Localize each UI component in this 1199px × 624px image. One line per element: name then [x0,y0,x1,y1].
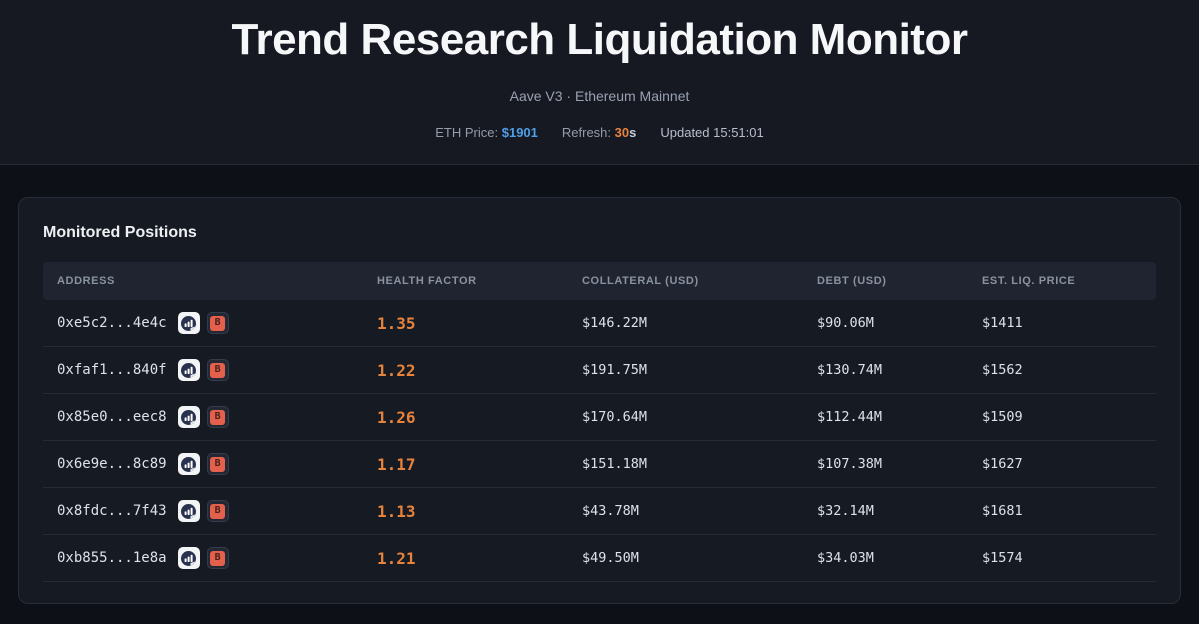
card-title: Monitored Positions [43,224,197,241]
health-factor-value: 1.22 [377,360,416,380]
refresh-unit: s [629,125,637,140]
portfolio-chart-icon [181,456,197,472]
monitored-positions-card: Monitored Positions ADDRESS HEALTH FACTO… [18,197,1181,604]
health-factor-value: 1.35 [377,313,416,333]
explorer-link-button[interactable]: B [206,500,229,522]
b-explorer-icon: B [210,315,226,331]
collateral-value: $170.64M [582,409,648,425]
address-cell: 0x6e9e...8c89 [57,453,377,475]
address-text: 0x85e0...eec8 [57,409,167,425]
address-cell: 0x8fdc...7f43 [57,500,377,522]
portfolio-link-button[interactable] [177,500,200,522]
refresh-label: Refresh: [561,125,612,140]
b-explorer-icon: B [210,409,226,425]
address-text: 0x8fdc...7f43 [57,503,167,519]
table-body: 0xe5c2...4e4c [43,300,1156,582]
table-row: 0x85e0...eec8 [43,394,1156,441]
column-header-debt: DEBT (USD) [817,275,887,287]
column-header-est-liq-price: EST. LIQ. PRICE [982,275,1076,287]
debt-value: $32.14M [817,503,874,519]
page-title: Trend Research Liquidation Monitor [231,15,968,64]
eth-price-status: ETH Price: $1901 [435,125,538,140]
est-liq-price-value: $1574 [982,550,1023,566]
collateral-value: $191.75M [582,362,648,378]
est-liq-price-value: $1681 [982,503,1023,519]
table-row: 0xfaf1...840f [43,347,1156,394]
portfolio-chart-icon [181,409,197,425]
explorer-link-button[interactable]: B [206,406,229,428]
health-factor-value: 1.26 [377,407,416,427]
eth-price-value: $1901 [501,125,538,140]
address-text: 0xb855...1e8a [57,550,167,566]
main-area: Monitored Positions ADDRESS HEALTH FACTO… [0,165,1199,604]
page-header: Trend Research Liquidation Monitor Aave … [0,0,1199,165]
b-explorer-icon: B [210,550,226,566]
portfolio-link-button[interactable] [177,547,200,569]
est-liq-price-value: $1509 [982,409,1023,425]
collateral-value: $151.18M [582,456,648,472]
subtitle: Aave V3 · Ethereum Mainnet [509,88,690,104]
health-factor-value: 1.21 [377,548,416,568]
explorer-link-button[interactable]: B [206,453,229,475]
debt-value: $90.06M [817,315,874,331]
b-explorer-icon: B [210,362,226,378]
address-text: 0x6e9e...8c89 [57,456,167,472]
portfolio-chart-icon [181,550,197,566]
explorer-link-button[interactable]: B [206,359,229,381]
address-text: 0xfaf1...840f [57,362,167,378]
table-row: 0xe5c2...4e4c [43,300,1156,347]
health-factor-value: 1.17 [377,454,416,474]
portfolio-link-button[interactable] [177,359,200,381]
debt-value: $107.38M [817,456,883,472]
portfolio-link-button[interactable] [177,312,200,334]
address-cell: 0xb855...1e8a [57,547,377,569]
eth-price-label: ETH Price: [435,125,499,140]
portfolio-chart-icon [181,503,197,519]
explorer-link-button[interactable]: B [206,312,229,334]
column-header-health-factor: HEALTH FACTOR [377,275,477,287]
b-explorer-icon: B [210,503,226,519]
health-factor-value: 1.13 [377,501,416,521]
updated-text: Updated 15:51:01 [660,125,764,140]
explorer-link-button[interactable]: B [206,547,229,569]
column-header-collateral: COLLATERAL (USD) [582,275,699,287]
table-row: 0xb855...1e8a [43,535,1156,582]
b-explorer-icon: B [210,456,226,472]
collateral-value: $49.50M [582,550,639,566]
table-row: 0x8fdc...7f43 [43,488,1156,535]
column-header-address: ADDRESS [57,275,115,287]
portfolio-link-button[interactable] [177,453,200,475]
collateral-value: $146.22M [582,315,648,331]
address-cell: 0xe5c2...4e4c [57,312,377,334]
debt-value: $130.74M [817,362,883,378]
est-liq-price-value: $1627 [982,456,1023,472]
portfolio-chart-icon [181,315,197,331]
table-row: 0x6e9e...8c89 [43,441,1156,488]
address-cell: 0xfaf1...840f [57,359,377,381]
refresh-status: Refresh: 30s [562,125,636,140]
table-header-row: ADDRESS HEALTH FACTOR COLLATERAL (USD) D… [43,262,1156,300]
refresh-value: 30 [614,125,630,140]
address-cell: 0x85e0...eec8 [57,406,377,428]
debt-value: $112.44M [817,409,883,425]
status-line: ETH Price: $1901 Refresh: 30s Updated 15… [0,125,1199,140]
est-liq-price-value: $1562 [982,362,1023,378]
est-liq-price-value: $1411 [982,315,1023,331]
collateral-value: $43.78M [582,503,639,519]
address-text: 0xe5c2...4e4c [57,315,167,331]
debt-value: $34.03M [817,550,874,566]
portfolio-chart-icon [181,362,197,378]
portfolio-link-button[interactable] [177,406,200,428]
